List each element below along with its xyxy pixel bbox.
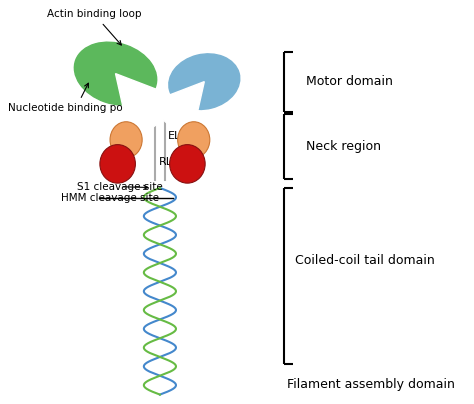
Text: Coiled-coil tail domain: Coiled-coil tail domain (295, 254, 435, 267)
Text: Actin binding loop: Actin binding loop (47, 9, 142, 45)
Ellipse shape (178, 122, 210, 158)
Polygon shape (116, 74, 178, 137)
Text: Nucleotide binding pocket: Nucleotide binding pocket (8, 83, 145, 113)
Text: S1 cleavage site: S1 cleavage site (77, 182, 163, 192)
Ellipse shape (169, 54, 240, 109)
Text: ELC: ELC (167, 131, 189, 141)
Ellipse shape (74, 42, 157, 105)
Polygon shape (151, 82, 204, 135)
Ellipse shape (110, 122, 142, 158)
Text: Motor domain: Motor domain (306, 75, 392, 88)
Text: Neck region: Neck region (306, 140, 381, 153)
Text: Filament assembly domain: Filament assembly domain (287, 378, 455, 391)
Ellipse shape (170, 145, 205, 183)
Ellipse shape (100, 145, 136, 183)
Text: HMM cleavage site: HMM cleavage site (61, 193, 159, 203)
Text: RLC: RLC (159, 157, 181, 167)
